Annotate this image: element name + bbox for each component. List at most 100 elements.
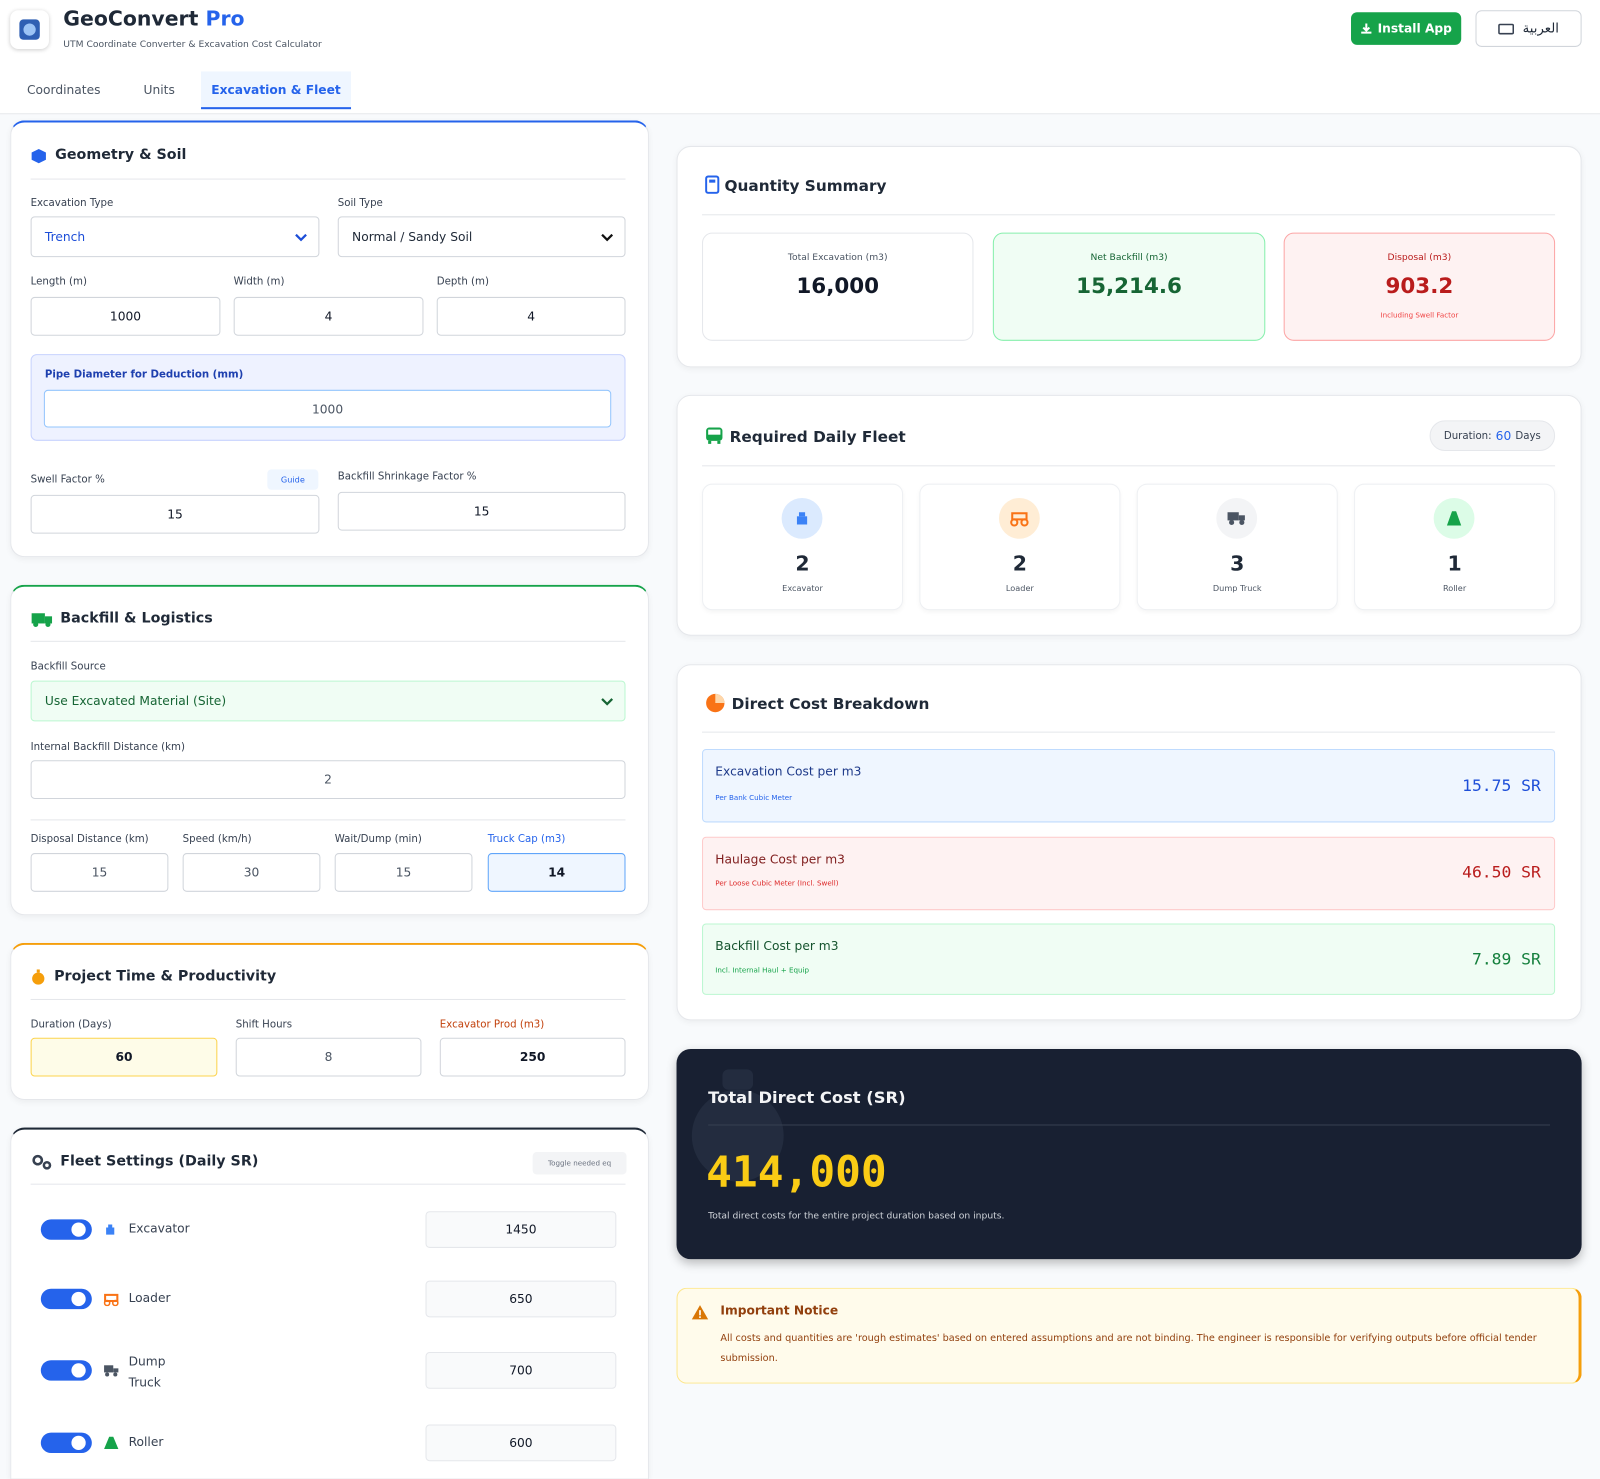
field-label: Internal Backfill Distance (km)	[30, 741, 185, 754]
duration-input[interactable]: 60	[30, 1037, 218, 1077]
stat-label: Disposal (m3)	[1387, 253, 1452, 264]
disposal-distance-input[interactable]: 15	[30, 853, 169, 892]
field-label: Length (m)	[30, 276, 87, 288]
shift-hours-input[interactable]: 8	[235, 1037, 422, 1077]
field-label: Width (m)	[233, 276, 285, 288]
cost-value: 7.89 SR	[1472, 949, 1541, 968]
rate-input[interactable]: 600	[425, 1424, 617, 1462]
cost-number: 46.50	[1462, 862, 1512, 882]
field-label: Disposal Distance (km)	[30, 833, 149, 845]
backfill-source-select[interactable]: Use Excavated Material (Site)	[30, 680, 626, 722]
card-title: Fleet Settings (Daily SR)	[60, 1153, 259, 1170]
fleet-label: Loader	[1005, 583, 1034, 593]
select-value: Normal / Sandy Soil	[352, 229, 473, 244]
soil-type-select[interactable]: Normal / Sandy Soil	[337, 216, 626, 258]
swell-input[interactable]: 15	[30, 494, 320, 534]
fleet-label: Roller	[1442, 583, 1467, 593]
card-title: Backfill & Logistics	[60, 610, 213, 627]
field-label: Swell Factor %	[30, 474, 105, 486]
divider	[30, 1183, 626, 1185]
width-input[interactable]: 4	[233, 296, 424, 336]
field-label: Pipe Diameter for Deduction (mm)	[44, 369, 244, 381]
excavation-type-select[interactable]: Trench	[30, 216, 320, 258]
truck-icon	[31, 613, 53, 628]
cost-unit: SR	[1521, 862, 1541, 882]
stat-value: 15,214.6	[1076, 273, 1182, 298]
stat-label: Net Backfill (m3)	[1090, 253, 1168, 264]
stat-label: Total Excavation (m3)	[787, 253, 888, 264]
stopwatch-icon	[32, 969, 45, 985]
field-label: Soil Type	[337, 197, 383, 210]
fleet-name: Dump Truck	[128, 1354, 166, 1390]
field-label: Backfill Source	[30, 661, 106, 673]
fleet-count: 2	[1012, 551, 1027, 576]
cost-title: Backfill Cost per m3	[715, 938, 839, 954]
divider	[702, 731, 1556, 733]
notice-text: All costs and quantities are 'rough esti…	[720, 1332, 1537, 1365]
logo	[10, 10, 49, 49]
toggle[interactable]	[40, 1432, 92, 1454]
cost-unit: SR	[1521, 948, 1541, 969]
money-bag-icon	[691, 1069, 784, 1182]
field-label: Backfill Shrinkage Factor %	[337, 471, 477, 483]
download-icon	[1361, 23, 1372, 34]
app-subtitle: UTM Coordinate Converter & Excavation Co…	[63, 39, 322, 50]
fleet-label: Excavator	[782, 583, 823, 593]
cost-note: Per Bank Cubic Meter	[715, 793, 793, 803]
gears-icon	[32, 1154, 52, 1170]
cost-row	[702, 923, 1556, 995]
toggle[interactable]	[40, 1219, 92, 1240]
rate-input[interactable]: 1450	[425, 1211, 617, 1248]
field-label: Duration (Days)	[30, 1019, 112, 1031]
duration-badge: Duration: 60 Days	[1429, 420, 1556, 452]
speed-input[interactable]: 30	[182, 853, 321, 892]
cost-note: Per Loose Cubic Meter (Incl. Swell)	[715, 879, 839, 888]
stat-value: 16,000	[796, 273, 880, 298]
toggle[interactable]	[40, 1288, 92, 1310]
language-icon	[1498, 23, 1515, 34]
wait-dump-input[interactable]: 15	[334, 853, 473, 892]
tab[interactable]: Coordinates	[27, 82, 101, 97]
chevron	[295, 233, 307, 242]
divider	[702, 214, 1556, 216]
fleet-count: 2	[795, 551, 810, 576]
rate-input[interactable]: 650	[425, 1280, 617, 1318]
app-title: GeoConvert Pro	[63, 6, 244, 30]
depth-input[interactable]: 4	[436, 296, 626, 336]
field-label: Depth (m)	[436, 276, 489, 288]
badge-value: 60	[1495, 428, 1512, 443]
roller-icon	[1433, 497, 1475, 539]
excavator-prod-input[interactable]: 250	[439, 1037, 626, 1077]
hint-text: Toggle needed eq	[547, 1159, 612, 1168]
select-value: Trench	[44, 229, 86, 244]
dump-truck-icon	[1216, 497, 1258, 539]
card-title: Quantity Summary	[724, 176, 887, 195]
install-label: Install App	[1377, 21, 1452, 36]
length-input[interactable]: 1000	[30, 296, 221, 336]
shrinkage-input[interactable]: 15	[337, 491, 626, 531]
divider	[30, 998, 626, 1000]
cost-title: Haulage Cost per m3	[715, 852, 845, 867]
truck-capacity-input[interactable]: 14	[487, 853, 626, 892]
tab[interactable]: Units	[143, 82, 175, 97]
fleet-count: 1	[1447, 551, 1462, 576]
card-title: Geometry & Soil	[55, 146, 187, 164]
language-button[interactable]: العربية	[1475, 10, 1582, 47]
internal-distance-input[interactable]: 2	[30, 760, 626, 799]
notice-box	[676, 1287, 1582, 1384]
pipe-input[interactable]: 1000	[43, 389, 612, 428]
calculator-icon	[705, 175, 720, 194]
stat-note: Including Swell Factor	[1380, 311, 1459, 320]
toggle[interactable]	[40, 1360, 92, 1381]
tab-active[interactable]: Excavation & Fleet	[201, 71, 352, 110]
rate-input[interactable]: 700	[425, 1352, 617, 1389]
guide-button[interactable]: Guide	[267, 469, 319, 490]
fleet-count: 3	[1230, 551, 1245, 576]
field-label: Shift Hours	[235, 1019, 293, 1031]
install-button[interactable]: Install App	[1351, 12, 1462, 45]
badge-unit: Days	[1515, 430, 1541, 442]
card-title: Direct Cost Breakdown	[731, 694, 930, 714]
stat-box	[702, 232, 974, 341]
select-value: Use Excavated Material (Site)	[44, 693, 227, 709]
